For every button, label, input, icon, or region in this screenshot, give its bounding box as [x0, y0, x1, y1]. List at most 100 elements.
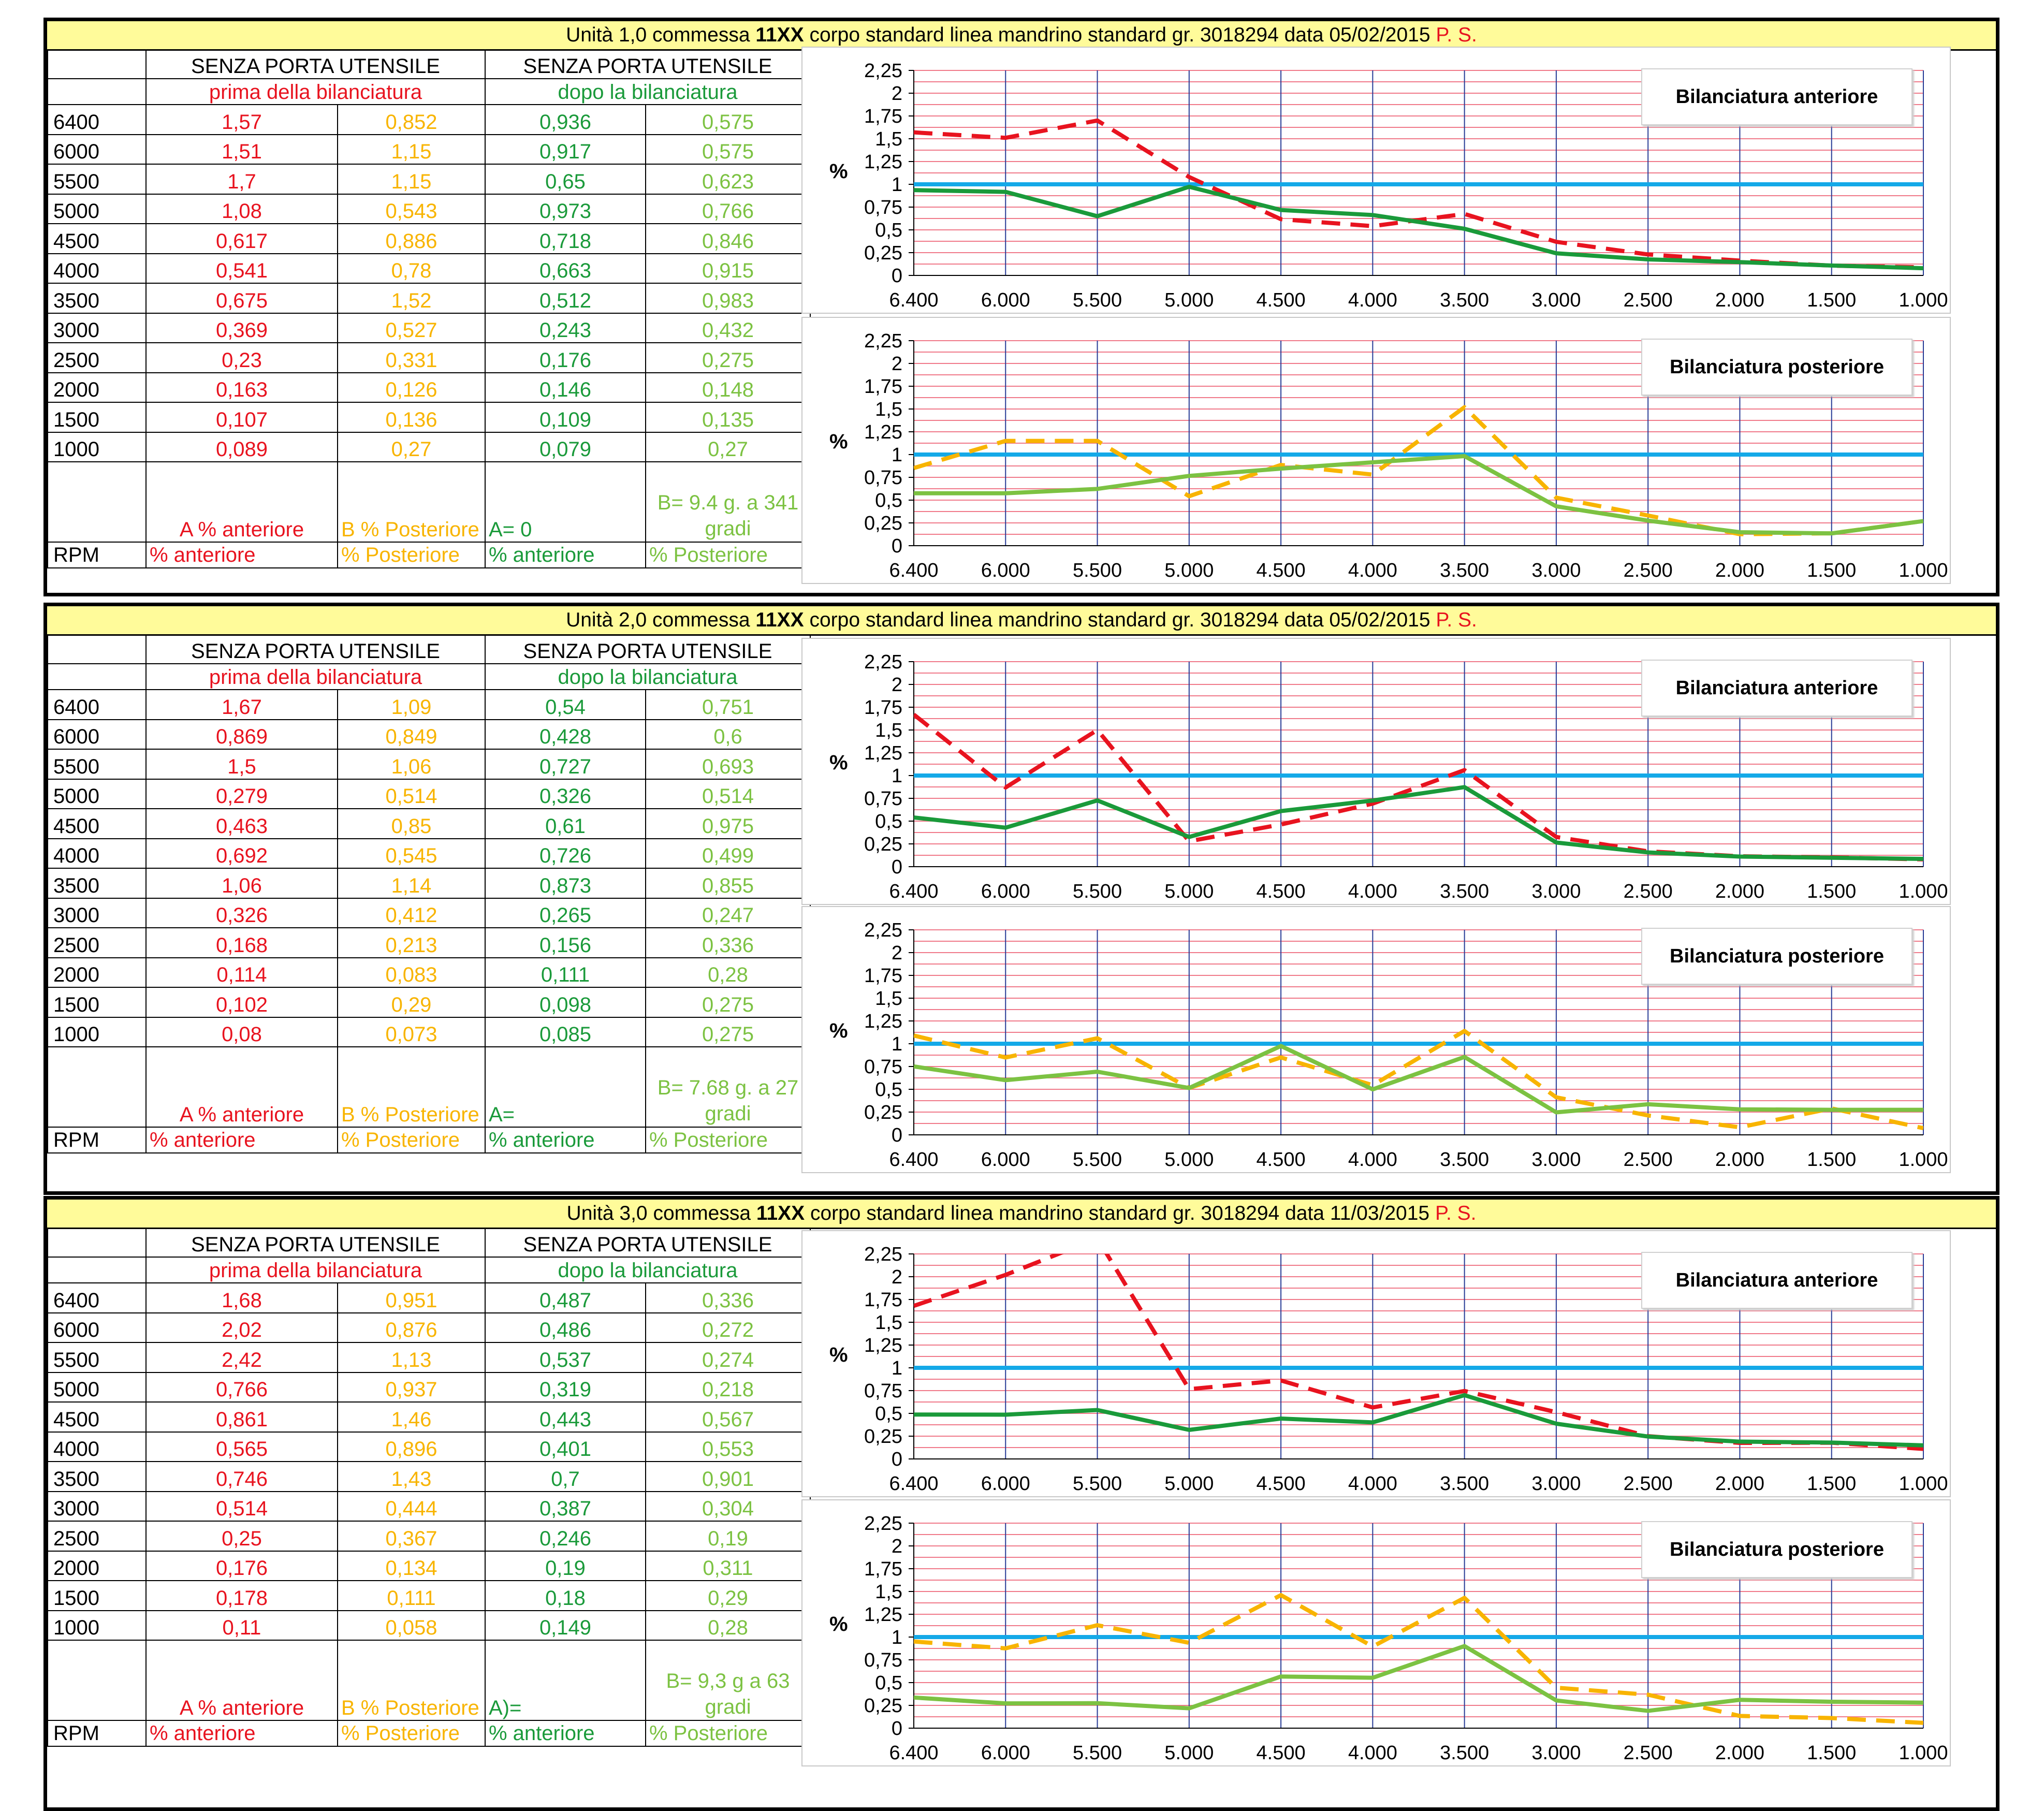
front-before-cell: 0,279 — [145, 778, 338, 809]
table-row: 6400 1,67 1,09 0,54 0,751 — [47, 689, 811, 720]
rpm-cell: 4500 — [47, 1401, 147, 1433]
y-tick-label: 1 — [892, 1357, 902, 1379]
rear-after-cell: 0,148 — [645, 372, 811, 403]
x-tick-label: 6.000 — [981, 289, 1030, 311]
footer-label: % Posteriore — [645, 1127, 811, 1153]
rear-before-cell: 0,896 — [337, 1431, 486, 1462]
y-tick-label: 2,25 — [864, 1244, 902, 1265]
x-tick-label: 6.400 — [889, 560, 938, 581]
table-row: 3000 0,326 0,412 0,265 0,247 — [47, 897, 811, 928]
series-before-line — [914, 1029, 1923, 1131]
front-after-cell: 0,973 — [485, 193, 646, 224]
y-tick-label: 0,5 — [875, 1403, 902, 1425]
rear-before-cell: 0,111 — [337, 1580, 486, 1611]
x-tick-label: 3.000 — [1531, 1149, 1581, 1171]
rpm-cell: 4500 — [47, 223, 147, 254]
table-row: 6000 2,02 0,876 0,486 0,272 — [47, 1312, 811, 1343]
table-row: 3500 1,06 1,14 0,873 0,855 — [47, 868, 811, 899]
front-before-cell: 1,7 — [145, 164, 338, 195]
x-tick-label: 3.000 — [1531, 560, 1581, 581]
rear-before-cell: 0,876 — [337, 1312, 486, 1343]
x-tick-label: 5.000 — [1164, 289, 1214, 311]
header-after: SENZA PORTA UTENSILE — [485, 634, 811, 664]
table-row: 2500 0,168 0,213 0,156 0,336 — [47, 927, 811, 958]
rpm-cell: 3500 — [47, 1461, 147, 1492]
x-tick-label: 3.500 — [1440, 1149, 1489, 1171]
x-tick-label: 4.000 — [1348, 881, 1397, 902]
x-tick-label: 1.000 — [1899, 1473, 1948, 1495]
front-before-cell: 0,369 — [145, 312, 338, 343]
series-after-line — [914, 785, 1923, 861]
y-tick-label: 0,75 — [864, 1056, 902, 1078]
table-row: 5000 0,279 0,514 0,326 0,514 — [47, 778, 811, 809]
series-before-line — [914, 118, 1923, 270]
note-correction-b: B= 7.68 g. a 27 gradi — [645, 1046, 811, 1128]
x-tick-label: 2.000 — [1715, 1149, 1764, 1171]
y-tick-label: 1 — [892, 174, 902, 196]
x-tick-label: 4.500 — [1257, 1149, 1306, 1171]
front-after-cell: 0,726 — [485, 838, 646, 869]
x-tick-label: 4.000 — [1348, 1473, 1397, 1495]
measurement-table: SENZA PORTA UTENSILE SENZA PORTA UTENSILE… — [47, 49, 811, 568]
rpm-cell: 6000 — [47, 1312, 147, 1343]
front-after-cell: 0,54 — [485, 689, 646, 720]
rear-after-cell: 0,915 — [645, 253, 811, 284]
rear-before-cell: 0,545 — [337, 838, 486, 869]
y-tick-label: 0,5 — [875, 490, 902, 512]
footer-label: % Posteriore — [337, 1127, 486, 1153]
rear-after-cell: 0,567 — [645, 1401, 811, 1433]
front-after-cell: 0,401 — [485, 1431, 646, 1462]
front-before-cell: 0,869 — [145, 719, 338, 750]
rear-after-cell: 0,975 — [645, 808, 811, 839]
rear-after-cell: 0,983 — [645, 283, 811, 314]
rear-before-cell: 0,886 — [337, 223, 486, 254]
rear-before-cell: 1,09 — [337, 689, 486, 720]
subheader-after: dopo la bilanciatura — [485, 1257, 811, 1283]
rpm-cell: 2000 — [47, 957, 147, 988]
front-after-cell: 0,085 — [485, 1016, 646, 1047]
note-correction-a: A= — [485, 1046, 646, 1128]
table-row: 6400 1,68 0,951 0,487 0,336 — [47, 1282, 811, 1313]
x-tick-label: 4.500 — [1257, 1742, 1306, 1764]
x-tick-label: 5.000 — [1164, 1742, 1214, 1764]
x-tick-label: 6.000 — [981, 560, 1030, 581]
footer-label: % anteriore — [145, 1720, 338, 1747]
rear-after-cell: 0,336 — [645, 1282, 811, 1313]
x-tick-label: 5.500 — [1073, 289, 1122, 311]
rear-after-cell: 0,751 — [645, 689, 811, 720]
y-tick-label: 0,25 — [864, 834, 902, 855]
y-tick-label: 1,25 — [864, 742, 902, 764]
footer-label: % Posteriore — [645, 542, 811, 568]
rpm-cell: 3000 — [47, 897, 147, 928]
front-before-cell: 0,541 — [145, 253, 338, 284]
rpm-cell: 2000 — [47, 372, 147, 403]
front-after-cell: 0,537 — [485, 1342, 646, 1373]
front-after-cell: 0,727 — [485, 749, 646, 780]
header-before: SENZA PORTA UTENSILE — [145, 49, 486, 79]
y-axis-label: % — [829, 751, 848, 774]
rpm-cell: 2500 — [47, 1521, 147, 1552]
y-tick-label: 1,5 — [875, 720, 902, 741]
front-after-cell: 0,387 — [485, 1491, 646, 1522]
y-axis-label: % — [829, 1343, 848, 1366]
x-tick-label: 3.000 — [1531, 289, 1581, 311]
front-before-cell: 0,176 — [145, 1550, 338, 1581]
rear-after-cell: 0,499 — [645, 838, 811, 869]
rear-after-cell: 0,135 — [645, 402, 811, 433]
x-tick-label: 3.500 — [1440, 560, 1489, 581]
rear-after-cell: 0,553 — [645, 1431, 811, 1462]
rear-after-cell: 0,19 — [645, 1521, 811, 1552]
subheader-before: prima della bilanciatura — [145, 663, 486, 690]
front-before-cell: 0,692 — [145, 838, 338, 869]
rear-before-cell: 0,937 — [337, 1371, 486, 1403]
corner-cell — [47, 78, 147, 105]
x-tick-label: 6.000 — [981, 881, 1030, 902]
measurement-table: SENZA PORTA UTENSILE SENZA PORTA UTENSILE… — [47, 634, 811, 1153]
footer-row: RPM% anteriore% Posteriore% anteriore% P… — [47, 1720, 811, 1747]
series-after-line — [914, 184, 1923, 271]
x-tick-label: 5.000 — [1164, 1149, 1214, 1171]
y-tick-label: 0,5 — [875, 1079, 902, 1101]
note-correction-a: A)= — [485, 1640, 646, 1721]
front-before-cell: 0,089 — [145, 431, 338, 462]
